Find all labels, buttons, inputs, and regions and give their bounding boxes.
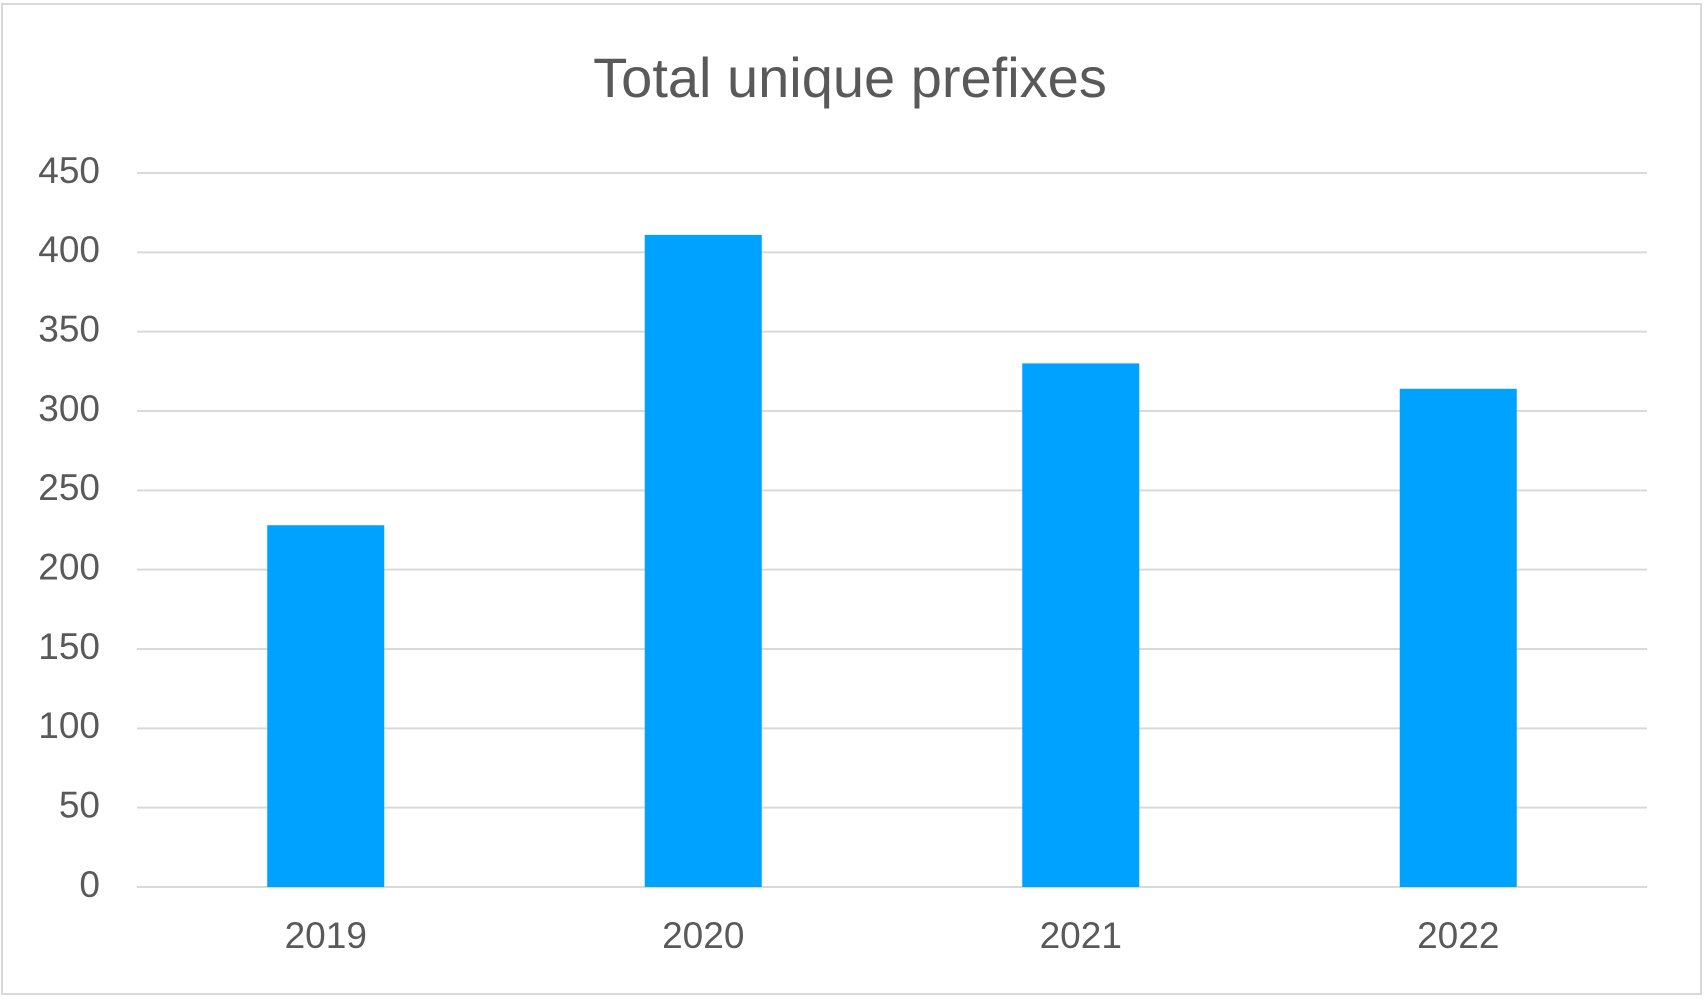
x-tick-label: 2019 xyxy=(285,915,367,956)
x-tick-label: 2021 xyxy=(1040,915,1122,956)
x-tick-label: 2020 xyxy=(662,915,744,956)
bar xyxy=(267,525,385,887)
bar xyxy=(644,234,762,887)
y-tick-label: 200 xyxy=(38,546,100,587)
chart-title: Total unique prefixes xyxy=(593,46,1107,109)
bar xyxy=(1399,388,1517,887)
y-tick-label: 0 xyxy=(79,864,100,905)
y-tick-label: 250 xyxy=(38,467,100,508)
y-tick-label: 350 xyxy=(38,308,100,349)
y-tick-label: 150 xyxy=(38,626,100,667)
y-tick-label: 100 xyxy=(38,705,100,746)
y-tick-label: 450 xyxy=(38,150,100,191)
x-tick-label: 2022 xyxy=(1417,915,1499,956)
y-tick-label: 50 xyxy=(59,784,100,825)
y-tick-label: 400 xyxy=(38,229,100,270)
y-tick-label: 300 xyxy=(38,388,100,429)
bar xyxy=(1022,363,1140,887)
